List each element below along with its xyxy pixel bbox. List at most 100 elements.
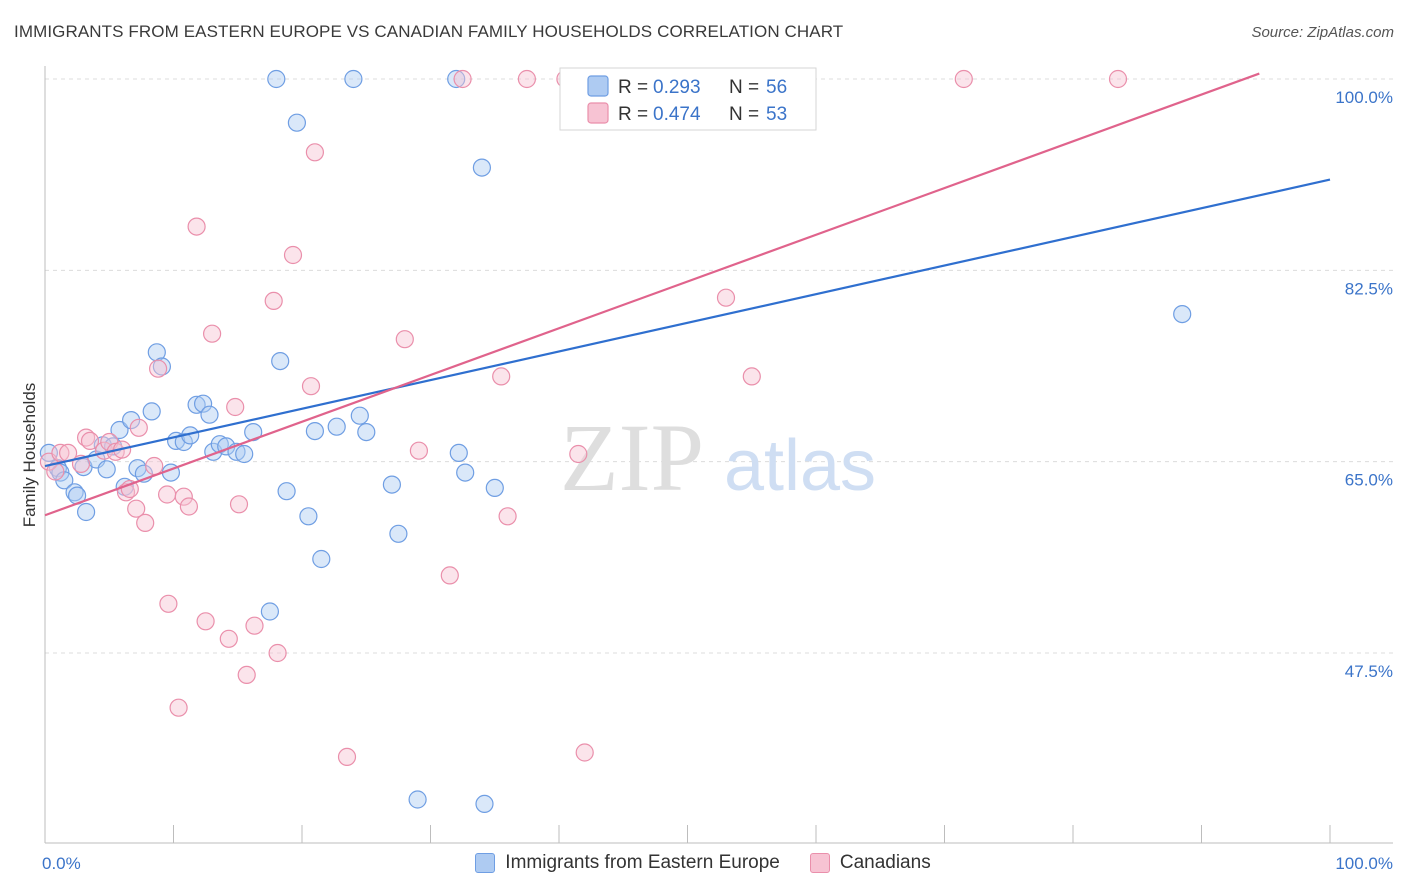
data-points <box>39 69 1192 814</box>
trend-line-series0 <box>44 178 1331 468</box>
legend-item-canadians: Canadians <box>809 852 931 874</box>
point-series1-12 <box>120 479 139 499</box>
point-series0-4 <box>65 483 84 502</box>
legend-swatch-eastern-europe <box>475 853 496 873</box>
stats-n-label-2: N = <box>729 104 759 125</box>
chart-source: Source: ZipAtlas.com <box>1251 24 1394 41</box>
stats-n-label-1: N = <box>729 77 759 98</box>
stats-r-value-1: 0.293 <box>653 77 701 98</box>
point-series0-42 <box>344 69 363 89</box>
point-series1-45 <box>569 444 588 464</box>
point-series0-26 <box>200 405 219 424</box>
point-series0-45 <box>382 475 401 494</box>
point-series0-22 <box>174 432 193 452</box>
point-series1-15 <box>136 513 155 533</box>
point-series0-31 <box>235 444 254 464</box>
stats-swatch-eastern-europe <box>587 75 609 97</box>
point-series1-16 <box>145 456 164 476</box>
stats-n-value-2: 53 <box>766 104 787 125</box>
point-series1-43 <box>517 69 537 89</box>
point-series1-2 <box>51 443 70 462</box>
point-series0-12 <box>110 420 129 440</box>
trend-lines <box>44 72 1331 517</box>
point-series1-36 <box>337 747 357 767</box>
point-series1-34 <box>301 377 321 396</box>
y-tick-label-1: 82.5% <box>1345 279 1393 298</box>
point-series1-40 <box>453 69 472 89</box>
point-series0-17 <box>142 402 161 421</box>
watermark-atlas: atlas <box>724 426 876 506</box>
chart-title: IMMIGRANTS FROM EASTERN EUROPE VS CANADI… <box>14 22 844 41</box>
stats-r-value-2: 0.474 <box>653 104 701 125</box>
legend-label-eastern-europe: Immigrants from Eastern Europe <box>505 852 780 873</box>
watermark: ZIP atlas <box>560 404 876 511</box>
point-series1-35 <box>305 143 324 162</box>
y-tick-label-2: 65.0% <box>1345 471 1393 490</box>
point-series1-24 <box>196 612 215 631</box>
gridlines <box>45 78 1393 654</box>
point-series0-51 <box>472 158 491 177</box>
point-series0-49 <box>449 443 468 462</box>
point-series1-32 <box>268 643 287 663</box>
y-tick-label-0: 100.0% <box>1335 88 1393 107</box>
point-series0-46 <box>389 524 408 543</box>
point-series1-51 <box>1108 69 1128 89</box>
point-series0-44 <box>357 423 376 442</box>
point-series0-43 <box>350 406 369 425</box>
stats-legend: R = 0.293 N = 56 R = 0.474 N = 53 <box>559 67 817 131</box>
point-series0-34 <box>267 69 286 89</box>
point-series1-38 <box>409 441 428 460</box>
point-series1-48 <box>716 288 736 307</box>
point-series1-13 <box>127 499 146 518</box>
point-series1-22 <box>179 497 198 516</box>
legend-swatch-canadians <box>809 853 830 873</box>
point-series0-24 <box>187 395 206 414</box>
point-series0-7 <box>76 502 96 522</box>
point-series0-52 <box>475 794 494 814</box>
stats-r-label-1: R = <box>618 77 648 98</box>
point-series1-30 <box>245 616 264 635</box>
point-series1-18 <box>158 485 177 504</box>
point-series0-41 <box>327 417 346 436</box>
y-tick-label-3: 47.5% <box>1345 662 1393 681</box>
series-legend: Immigrants from Eastern Europe Canadians <box>0 852 1406 874</box>
point-series1-23 <box>187 217 206 236</box>
point-series0-10 <box>97 460 116 479</box>
tick-labels: 100.0% 82.5% 65.0% 47.5% 0.0% 100.0% <box>42 88 1393 873</box>
point-series1-27 <box>226 397 245 417</box>
point-series1-25 <box>203 324 222 343</box>
stats-n-value-1: 56 <box>766 77 787 98</box>
point-series1-33 <box>283 245 303 265</box>
stats-swatch-canadians <box>587 102 609 124</box>
watermark-zip: ZIP <box>560 404 704 511</box>
point-series1-20 <box>169 698 188 717</box>
legend-item-eastern-europe: Immigrants from Eastern Europe <box>475 852 780 874</box>
point-series0-38 <box>299 507 318 526</box>
point-series1-46 <box>575 743 594 762</box>
point-series1-50 <box>954 69 973 89</box>
point-series1-26 <box>219 629 238 648</box>
point-series1-6 <box>80 431 100 450</box>
point-series0-36 <box>277 482 296 501</box>
point-series1-28 <box>229 495 249 514</box>
point-series0-55 <box>1173 305 1192 324</box>
point-series1-29 <box>237 665 256 685</box>
point-series0-47 <box>408 790 427 809</box>
trend-line-series1 <box>44 72 1260 517</box>
point-series0-39 <box>305 422 324 441</box>
stats-r-label-2: R = <box>618 104 648 125</box>
point-series1-31 <box>264 291 283 310</box>
x-tick-label-1: 100.0% <box>1335 854 1393 873</box>
point-series1-42 <box>498 507 517 526</box>
point-series1-19 <box>159 594 178 613</box>
x-tick-label-0: 0.0% <box>42 854 81 873</box>
point-series1-49 <box>742 367 761 386</box>
point-series0-35 <box>271 352 290 371</box>
point-series0-25 <box>194 394 213 413</box>
point-series1-41 <box>492 367 511 386</box>
point-series1-39 <box>440 566 459 585</box>
point-series1-14 <box>129 418 148 437</box>
point-series0-33 <box>260 602 279 621</box>
legend-label-canadians: Canadians <box>839 852 931 873</box>
